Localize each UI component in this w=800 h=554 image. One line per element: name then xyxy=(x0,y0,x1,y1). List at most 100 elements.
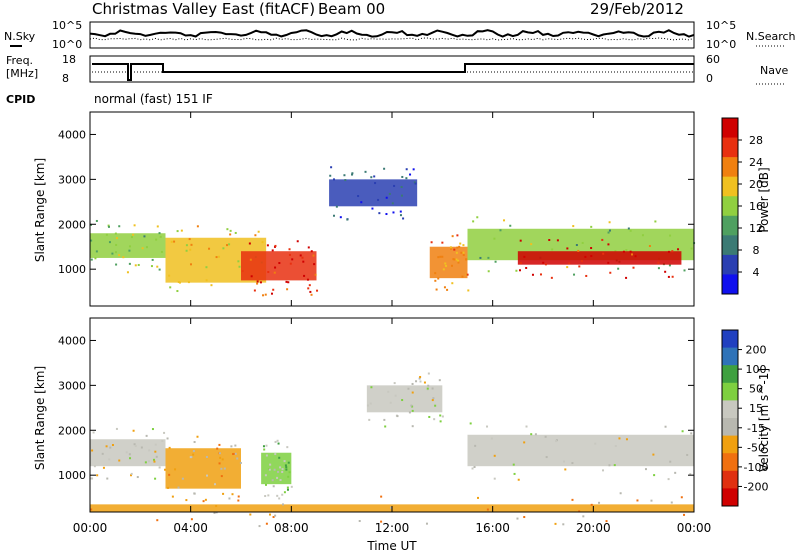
power-echo xyxy=(542,261,545,264)
power-echo xyxy=(185,244,188,247)
power-echo xyxy=(461,275,464,278)
power-echo xyxy=(625,249,628,252)
power-echo xyxy=(479,256,482,259)
velocity-echo xyxy=(411,425,414,428)
velocity-echo xyxy=(148,460,151,463)
velocity-echo xyxy=(427,384,430,387)
velocity-echo xyxy=(272,516,275,519)
power-cbar-swatch xyxy=(722,157,738,178)
power-echo xyxy=(671,250,674,253)
velocity-echo xyxy=(493,454,496,457)
power-echo xyxy=(667,250,670,253)
velocity-echo xyxy=(423,381,426,384)
power-echo xyxy=(462,251,465,254)
velocity-echo xyxy=(408,411,411,414)
velocity-echo xyxy=(192,453,195,456)
power-echo xyxy=(568,262,571,265)
velocity-echo xyxy=(174,468,177,471)
velocity-echo xyxy=(115,427,118,430)
power-echo xyxy=(590,225,593,228)
velocity-echo xyxy=(530,433,533,436)
power-echo xyxy=(272,288,275,291)
xtick-label: 12:00 xyxy=(375,521,410,535)
velocity-echo xyxy=(415,380,418,383)
velocity-echo xyxy=(513,472,516,475)
nsky-line xyxy=(89,29,695,38)
power-echo xyxy=(229,229,232,232)
power-echo xyxy=(189,263,192,266)
power-echo xyxy=(530,243,533,246)
velocity-echo xyxy=(271,479,274,482)
velocity-echo xyxy=(125,451,128,454)
power-echo xyxy=(270,292,273,295)
power-echo xyxy=(493,237,496,240)
power-echo xyxy=(296,240,299,243)
power-echo xyxy=(308,284,311,287)
velocity-echo xyxy=(614,444,617,447)
velocity-echo xyxy=(653,474,656,477)
velocity-echo xyxy=(239,461,242,464)
power-echo xyxy=(664,270,667,273)
freq-unit-label: [MHz] xyxy=(6,67,38,80)
velocity-echo xyxy=(281,470,284,473)
velocity-colorbar: 200 100 50 15 -15 -50 -100 -200 xyxy=(721,329,768,507)
velocity-echo xyxy=(473,465,476,468)
power-echo xyxy=(459,242,462,245)
power-echo xyxy=(150,265,153,268)
velocity-echo xyxy=(516,517,519,520)
power-echo xyxy=(539,273,542,276)
power-echo xyxy=(405,177,408,180)
power-echo xyxy=(160,250,163,253)
power-echo xyxy=(156,265,159,268)
velocity-cbar-swatch xyxy=(722,400,738,419)
velocity-echo xyxy=(265,454,268,457)
power-echo xyxy=(266,244,269,247)
velocity-ytick-label: 1000 xyxy=(58,469,86,482)
power-echo xyxy=(465,258,468,261)
velocity-echo xyxy=(433,418,436,421)
power-ytick-label: 3000 xyxy=(58,173,86,186)
velocity-echo xyxy=(134,445,137,448)
velocity-echo xyxy=(419,375,422,378)
velocity-data xyxy=(90,372,694,528)
power-echo xyxy=(264,293,267,296)
power-echo xyxy=(401,175,404,178)
power-echo xyxy=(405,168,408,171)
power-echo xyxy=(572,225,575,228)
power-echo xyxy=(456,234,459,237)
power-echo xyxy=(609,271,612,274)
power-echo xyxy=(434,272,437,275)
power-echo xyxy=(226,244,229,247)
power-echo xyxy=(371,207,374,210)
power-ytick-label: 2000 xyxy=(58,218,86,231)
velocity-echo xyxy=(418,377,421,380)
velocity-cbar-tick-label: 50 xyxy=(749,383,763,396)
power-echo xyxy=(453,258,456,261)
noise-tick-right-high: 10^5 xyxy=(706,19,736,32)
velocity-echo xyxy=(590,503,593,506)
velocity-echo xyxy=(263,448,266,451)
velocity-echo xyxy=(185,499,188,502)
velocity-echo xyxy=(667,478,670,481)
power-echo xyxy=(601,238,604,241)
power-echo xyxy=(667,275,670,278)
power-echo xyxy=(487,256,490,259)
power-echo xyxy=(581,241,584,244)
velocity-echo xyxy=(277,470,280,473)
power-echo xyxy=(575,244,578,247)
power-cbar-swatch xyxy=(722,176,738,197)
power-echo xyxy=(118,225,121,228)
station-title: Christmas Valley East (fitACF) xyxy=(92,0,315,18)
power-echo xyxy=(641,234,644,237)
velocity-echo xyxy=(215,505,218,508)
power-cbar-swatch xyxy=(722,137,738,158)
velocity-echo xyxy=(286,486,289,489)
power-echo xyxy=(185,249,188,252)
power-echo xyxy=(566,266,569,269)
power-echo xyxy=(237,260,240,263)
power-data xyxy=(90,166,696,297)
velocity-echo xyxy=(358,520,361,523)
power-echo xyxy=(607,243,610,246)
power-echo xyxy=(627,227,630,230)
power-echo xyxy=(648,244,651,247)
